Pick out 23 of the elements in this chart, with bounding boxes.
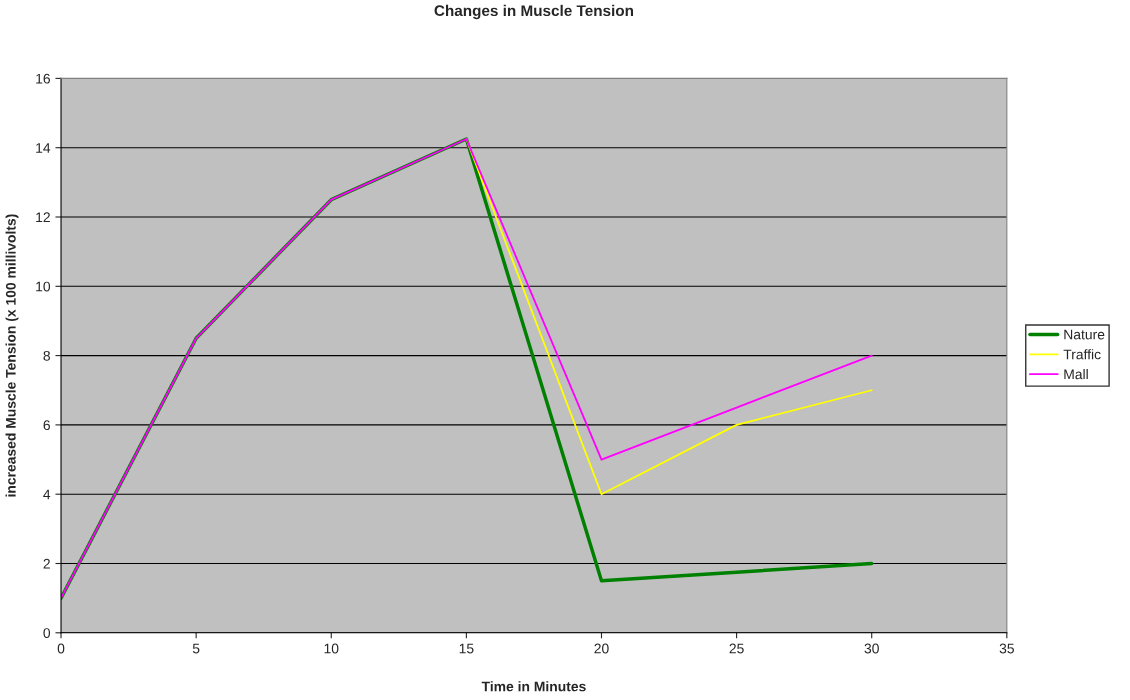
chart-title: Changes in Muscle Tension [434,4,634,20]
x-tick-label: 15 [459,643,474,654]
y-tick-label: 12 [36,212,50,223]
y-axis-title: increased Muscle Tension (x 100 millivolts) [5,214,19,497]
y-tick-label: 14 [36,143,51,153]
x-tick-label: 5 [192,643,200,654]
x-axis-title: Time in Minutes [481,681,586,692]
y-tick-label: 2 [43,558,50,569]
x-tick-label: 30 [864,643,879,654]
y-tick-label: 10 [36,281,51,292]
legend-label: Traffic [1063,349,1101,360]
legend-label: Nature [1064,329,1105,340]
y-tick-label: 6 [43,420,50,431]
legend-label: Mall [1064,369,1088,380]
x-tick-label: 35 [999,643,1014,654]
x-tick-label: 20 [594,643,609,654]
x-tick-label: 0 [57,643,65,654]
y-tick-label: 4 [43,489,51,500]
y-tick-label: 16 [36,73,50,84]
y-tick-label: 0 [43,628,51,638]
x-tick-label: 25 [729,643,744,654]
y-tick-label: 8 [43,350,50,361]
x-tick-label: 10 [324,643,339,654]
